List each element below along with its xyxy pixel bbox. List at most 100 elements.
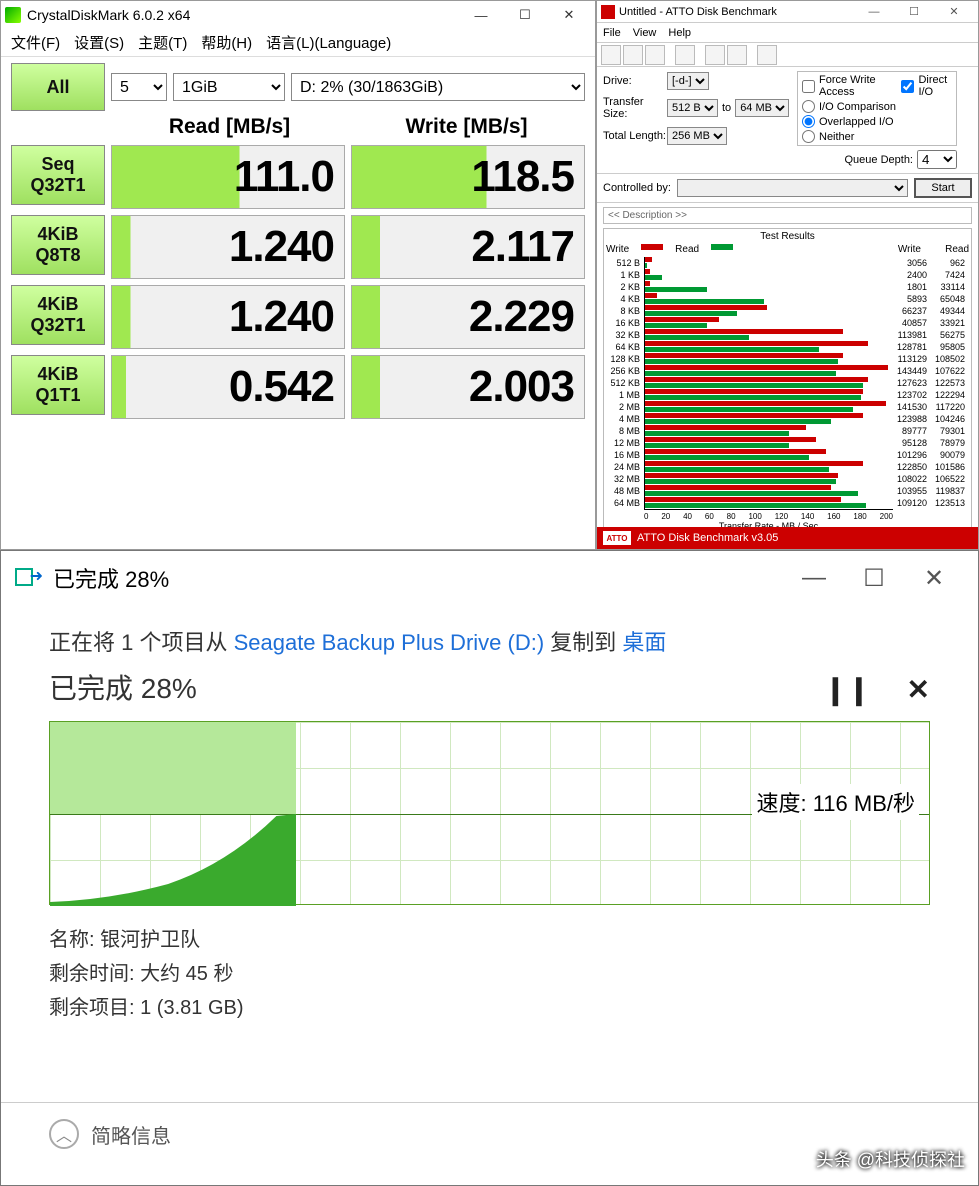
atto-row-bars-14	[644, 425, 893, 437]
toolbar-print-icon[interactable]	[675, 45, 695, 65]
menu-file[interactable]: 文件(F)	[11, 32, 60, 53]
toolbar-run-icon[interactable]	[705, 45, 725, 65]
atto-row-label-17: 24 MB	[606, 461, 644, 473]
start-button[interactable]: Start	[914, 178, 972, 198]
copy-progress-text: 已完成 28%	[49, 667, 930, 707]
read-value-2: 1.240	[111, 285, 345, 349]
atto-row-bars-6	[644, 329, 893, 341]
atto-row-label-5: 16 KB	[606, 317, 644, 329]
atto-row-bars-12	[644, 401, 893, 413]
atto-row-bars-4	[644, 305, 893, 317]
test-count-select[interactable]: 5	[111, 73, 167, 101]
menu-help[interactable]: Help	[668, 27, 691, 39]
atto-write-4: 66237	[893, 305, 931, 317]
read-header: Read [MB/s]	[111, 115, 348, 139]
write-value-3: 2.003	[351, 355, 585, 419]
cancel-button[interactable]: ✕	[907, 673, 930, 706]
maximize-button[interactable]: ☐	[844, 558, 904, 598]
details-toggle-label[interactable]: 简略信息	[91, 1120, 171, 1149]
toolbar-help-icon[interactable]	[757, 45, 777, 65]
test-button-2[interactable]: 4KiBQ32T1	[11, 285, 105, 345]
pause-button[interactable]: ❙❙	[824, 673, 871, 706]
minimize-button[interactable]: —	[459, 2, 503, 28]
atto-row-bars-8	[644, 353, 893, 365]
atto-read-14: 79301	[931, 425, 969, 437]
atto-row-label-20: 64 MB	[606, 497, 644, 509]
drive-label: Drive:	[603, 75, 667, 87]
maximize-button[interactable]: ☐	[894, 2, 934, 22]
atto-write-17: 122850	[893, 461, 931, 473]
test-button-3[interactable]: 4KiBQ1T1	[11, 355, 105, 415]
write-value-2: 2.229	[351, 285, 585, 349]
atto-write-10: 127623	[893, 377, 931, 389]
menu-settings[interactable]: 设置(S)	[74, 32, 124, 53]
ts-to-select[interactable]: 64 MB	[735, 99, 789, 117]
controlled-by-select[interactable]	[677, 179, 908, 197]
overlapped-io-radio[interactable]	[802, 115, 815, 128]
neither-radio[interactable]	[802, 130, 815, 143]
atto-footer: ATTO ATTO Disk Benchmark v3.05	[597, 527, 978, 549]
ts-from-select[interactable]: 512 B	[667, 99, 718, 117]
atto-titlebar[interactable]: Untitled - ATTO Disk Benchmark — ☐ ✕	[597, 1, 978, 23]
maximize-button[interactable]: ☐	[503, 2, 547, 28]
toolbar-stop-icon[interactable]	[727, 45, 747, 65]
atto-read-11: 122294	[931, 389, 969, 401]
test-button-1[interactable]: 4KiBQ8T8	[11, 215, 105, 275]
total-length-label: Total Length:	[603, 130, 667, 142]
atto-row-bars-16	[644, 449, 893, 461]
atto-read-3: 65048	[931, 293, 969, 305]
atto-read-2: 33114	[931, 281, 969, 293]
atto-row-bars-5	[644, 317, 893, 329]
direct-io-checkbox[interactable]	[901, 80, 914, 93]
menu-view[interactable]: View	[633, 27, 657, 39]
transfer-size-label: Transfer Size:	[603, 96, 667, 120]
minimize-button[interactable]: —	[854, 2, 894, 22]
atto-row-label-14: 8 MB	[606, 425, 644, 437]
atto-write-15: 95128	[893, 437, 931, 449]
atto-row-label-13: 4 MB	[606, 413, 644, 425]
close-button[interactable]: ✕	[934, 2, 974, 22]
toolbar-save-icon[interactable]	[645, 45, 665, 65]
drive-select[interactable]: D: 2% (30/1863GiB)	[291, 73, 585, 101]
description-box[interactable]: << Description >>	[603, 207, 972, 224]
minimize-button[interactable]: —	[784, 558, 844, 598]
menu-help[interactable]: 帮助(H)	[201, 32, 252, 53]
close-button[interactable]: ✕	[547, 2, 591, 28]
atto-row-bars-15	[644, 437, 893, 449]
source-link[interactable]: Seagate Backup Plus Drive (D:)	[234, 630, 545, 655]
atto-read-9: 107622	[931, 365, 969, 377]
all-button[interactable]: All	[11, 63, 105, 111]
drive-select[interactable]: [-d-]	[667, 72, 709, 90]
copy-titlebar[interactable]: 已完成 28% — ☐ ✕	[1, 551, 978, 605]
atto-row-label-1: 1 KB	[606, 269, 644, 281]
read-legend-swatch	[711, 244, 733, 250]
toolbar-new-icon[interactable]	[601, 45, 621, 65]
menu-language[interactable]: 语言(L)(Language)	[266, 32, 391, 53]
toolbar-open-icon[interactable]	[623, 45, 643, 65]
queue-depth-select[interactable]: 4	[917, 150, 957, 169]
close-button[interactable]: ✕	[904, 558, 964, 598]
atto-write-9: 143449	[893, 365, 931, 377]
controlled-by-label: Controlled by:	[603, 182, 671, 194]
test-size-select[interactable]: 1GiB	[173, 73, 285, 101]
atto-write-2: 1801	[893, 281, 931, 293]
atto-title-text: Untitled - ATTO Disk Benchmark	[619, 6, 777, 18]
io-comparison-radio[interactable]	[802, 100, 815, 113]
dest-link[interactable]: 桌面	[622, 630, 666, 655]
menu-file[interactable]: File	[603, 27, 621, 39]
atto-read-20: 123513	[931, 497, 969, 509]
atto-row-bars-1	[644, 269, 893, 281]
atto-read-7: 95805	[931, 341, 969, 353]
details-toggle-icon[interactable]: ︿	[49, 1119, 79, 1149]
atto-write-5: 40857	[893, 317, 931, 329]
write-value-1: 2.117	[351, 215, 585, 279]
atto-read-13: 104246	[931, 413, 969, 425]
cdm-titlebar[interactable]: CrystalDiskMark 6.0.2 x64 — ☐ ✕	[1, 1, 595, 29]
atto-read-4: 49344	[931, 305, 969, 317]
total-length-select[interactable]: 256 MB	[667, 127, 727, 145]
force-write-checkbox[interactable]	[802, 80, 815, 93]
atto-read-1: 7424	[931, 269, 969, 281]
copy-title-text: 已完成 28%	[53, 562, 169, 594]
menu-theme[interactable]: 主题(T)	[138, 32, 187, 53]
test-button-0[interactable]: SeqQ32T1	[11, 145, 105, 205]
